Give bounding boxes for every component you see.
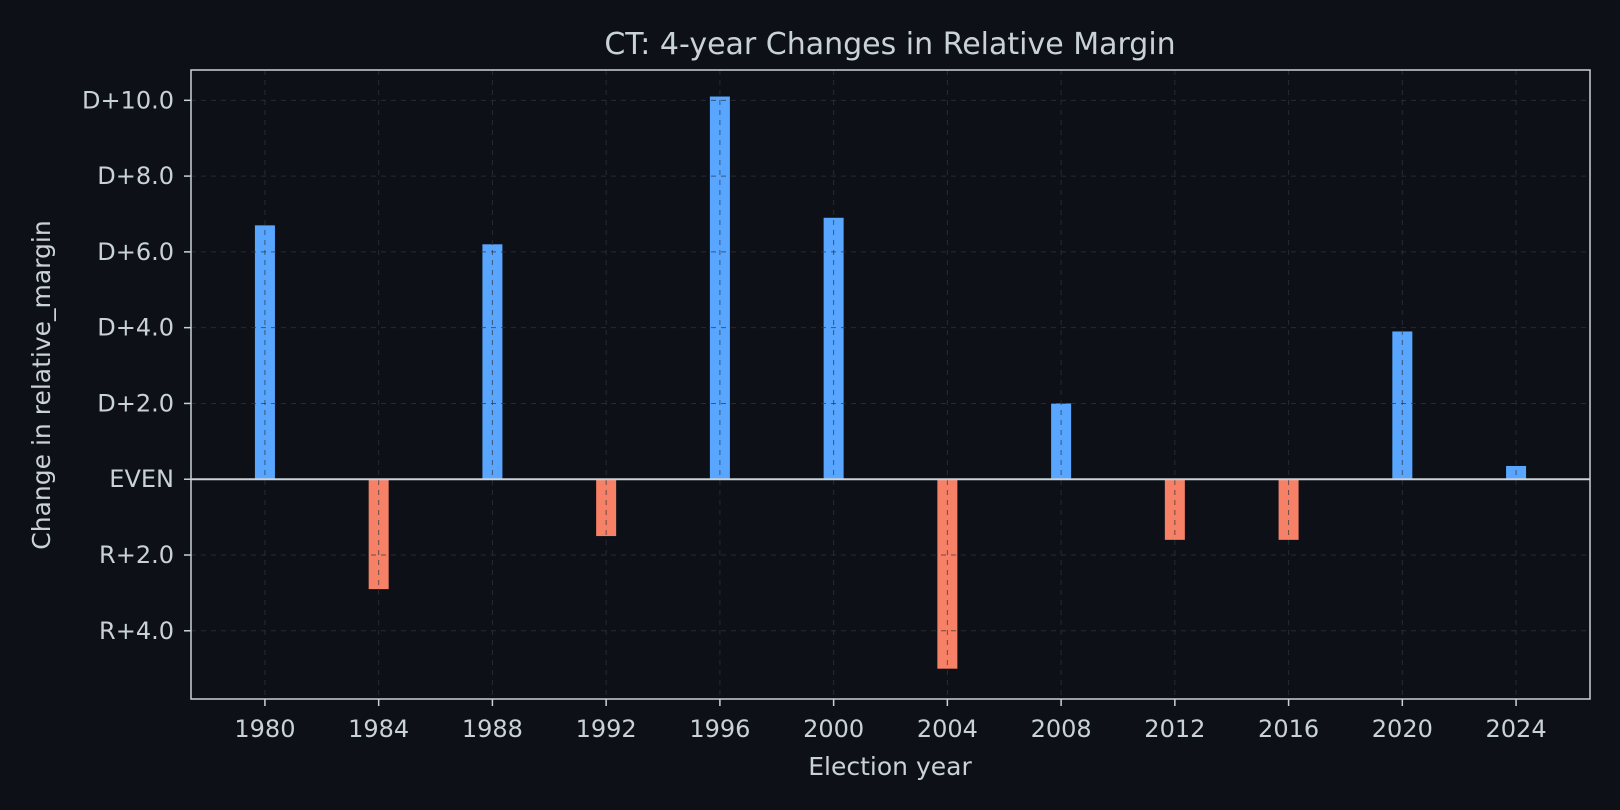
- y-tick-label: D+4.0: [97, 314, 174, 342]
- y-axis-label: Change in relative_margin: [27, 220, 56, 549]
- bar-1992: [596, 479, 617, 537]
- x-tick-label: 2020: [1372, 715, 1433, 743]
- plot-frame: [190, 69, 1591, 700]
- x-tick-label: 1988: [462, 715, 523, 743]
- x-axis-label: Election year: [808, 752, 972, 781]
- y-tick-label: D+2.0: [97, 389, 174, 417]
- bar-2012: [1164, 479, 1185, 540]
- bar-1996: [709, 96, 730, 480]
- y-tick-label: D+6.0: [97, 238, 174, 266]
- y-tick-label: EVEN: [109, 465, 174, 493]
- y-tick-label: D+10.0: [82, 86, 174, 114]
- x-tick-label: 2000: [803, 715, 864, 743]
- bar-2020: [1392, 331, 1413, 480]
- x-tick-label: 2012: [1144, 715, 1205, 743]
- y-tick-label: D+8.0: [97, 162, 174, 190]
- x-tick-label: 2016: [1258, 715, 1319, 743]
- x-tick-label: 1984: [348, 715, 409, 743]
- y-tick-label: R+4.0: [99, 617, 174, 645]
- chart-title: CT: 4-year Changes in Relative Margin: [604, 27, 1175, 62]
- x-tick-label: 2004: [917, 715, 978, 743]
- ticks: D+10.0 D+8.0 D+6.0 D+4.0 D+2.0 EVEN R+2.0 R+4.0…: [82, 86, 1547, 743]
- x-tick-label: 1992: [576, 715, 637, 743]
- bar-2016: [1278, 479, 1299, 540]
- y-tick-label: R+2.0: [99, 541, 174, 569]
- x-tick-label: 1996: [689, 715, 750, 743]
- x-tick-label: 1980: [234, 715, 295, 743]
- x-tick-label: 2024: [1486, 715, 1547, 743]
- bar-2000: [823, 217, 844, 480]
- x-tick-label: 2008: [1031, 715, 1092, 743]
